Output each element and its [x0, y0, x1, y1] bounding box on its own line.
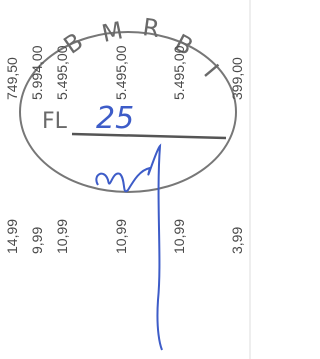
- price: 10,99: [54, 219, 70, 254]
- price: 9,99: [29, 227, 45, 254]
- stamp-label: FL: [42, 109, 68, 134]
- price: 10,99: [171, 219, 187, 254]
- amount: 749,50: [4, 57, 20, 100]
- price: 3,99: [229, 227, 245, 254]
- price: 14,99: [4, 219, 20, 254]
- amount: 5.495,00: [54, 45, 70, 100]
- amount: 5.994,00: [29, 45, 45, 100]
- amount: 5.495,00: [171, 45, 187, 100]
- amount: 399,00: [229, 57, 245, 100]
- price: 10,99: [113, 219, 129, 254]
- amount: 5.495,00: [113, 45, 129, 100]
- stamp-number: 25: [96, 101, 134, 136]
